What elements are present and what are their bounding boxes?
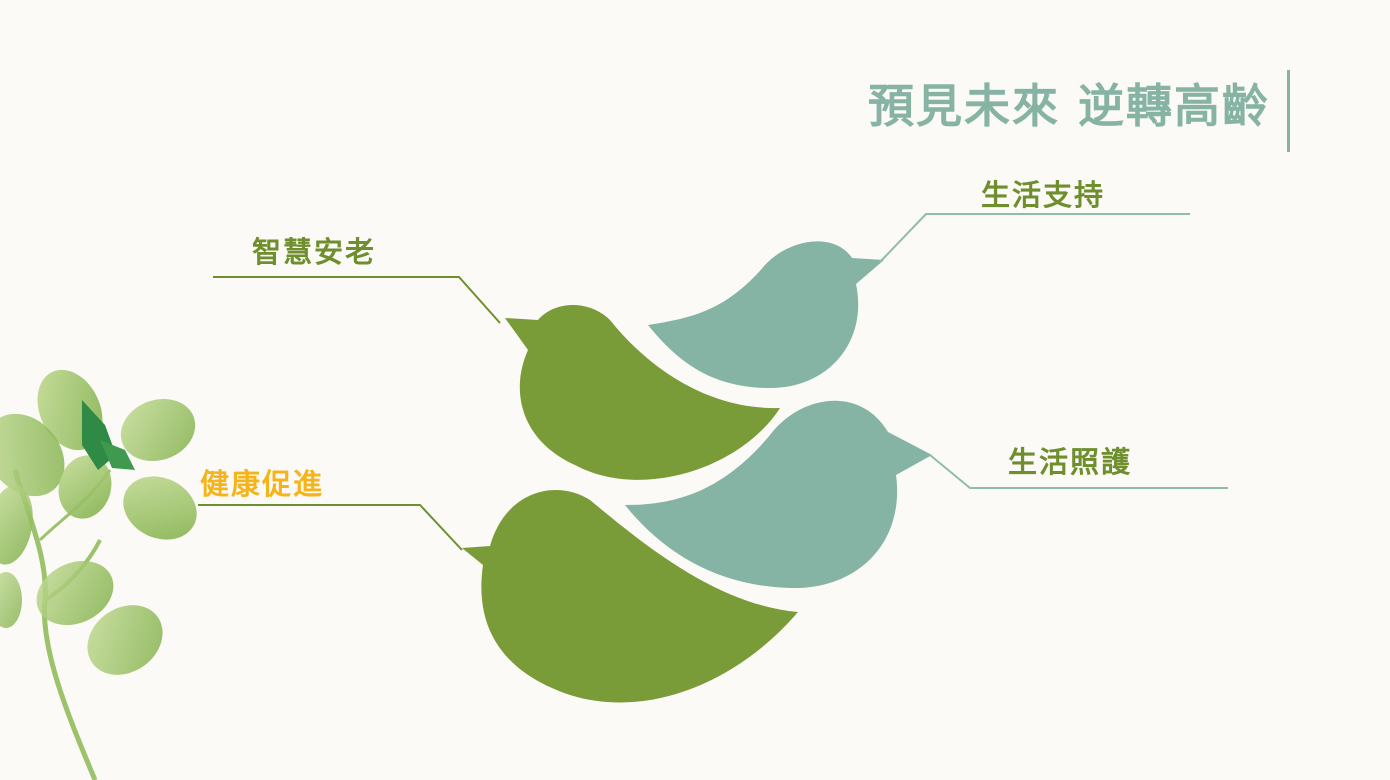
bird-smart-aging xyxy=(505,305,780,480)
leaf-branch-icon xyxy=(0,369,197,780)
page-title: 預見未來 逆轉高齡 xyxy=(867,79,1270,133)
connector-health-promotion xyxy=(198,504,463,551)
label-life-care: 生活照護 xyxy=(1008,445,1133,479)
label-life-support: 生活支持 xyxy=(981,178,1106,212)
title-accent-bar xyxy=(1287,70,1290,152)
bird-health-promotion xyxy=(462,490,798,703)
bird-life-care xyxy=(625,400,932,589)
label-health-promotion: 健康促進 xyxy=(200,467,325,501)
bird-life-support xyxy=(648,241,884,388)
connector-life-support xyxy=(879,213,1190,263)
label-smart-aging: 智慧安老 xyxy=(252,235,377,269)
connector-smart-aging xyxy=(213,276,501,324)
connector-life-care xyxy=(929,454,1228,489)
